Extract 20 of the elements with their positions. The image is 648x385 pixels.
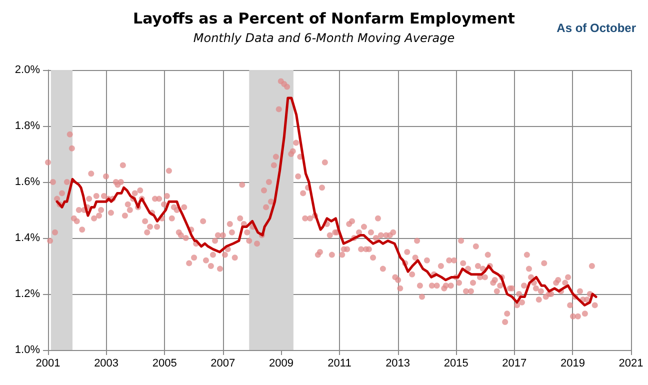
x-tick-label: 2003	[94, 358, 119, 370]
y-tick-label: 1.4%	[14, 232, 40, 244]
y-tick-label: 1.0%	[14, 344, 40, 356]
y-tick-label: 1.6%	[14, 176, 40, 188]
text: As of October	[556, 21, 636, 35]
x-tick-label: 2011	[328, 358, 352, 370]
x-tick-label: 2013	[386, 358, 410, 370]
x-tick-label: 2017	[502, 358, 527, 370]
chart-subtitle: Monthly Data and 6-Month Moving Average	[193, 31, 455, 45]
y-tick-label: 1.8%	[14, 120, 40, 132]
x-tick-label: 2001	[36, 358, 60, 370]
x-tick-label: 2005	[152, 358, 177, 370]
x-tick-label: 2021	[618, 358, 644, 370]
x-tick-label: 2019	[560, 358, 585, 370]
y-tick-label: 1.2%	[14, 288, 40, 300]
x-tick-label: 2007	[210, 358, 236, 370]
y-tick-label: 2.0%	[14, 64, 40, 76]
x-tick-label: 2009	[268, 358, 294, 370]
x-tick-label: 2015	[444, 358, 468, 370]
chart-title: Layoffs as a Percent of Nonfarm Employment	[133, 10, 515, 28]
